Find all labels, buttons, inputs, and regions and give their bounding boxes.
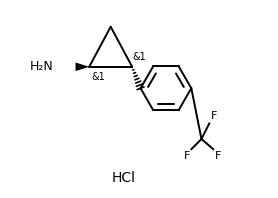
Text: F: F	[183, 151, 190, 161]
Text: &1: &1	[133, 52, 146, 62]
Text: HCl: HCl	[111, 171, 135, 185]
Text: F: F	[215, 151, 221, 161]
Text: H₂N: H₂N	[29, 60, 53, 73]
Polygon shape	[76, 63, 89, 71]
Text: &1: &1	[91, 72, 105, 82]
Text: F: F	[211, 111, 217, 121]
